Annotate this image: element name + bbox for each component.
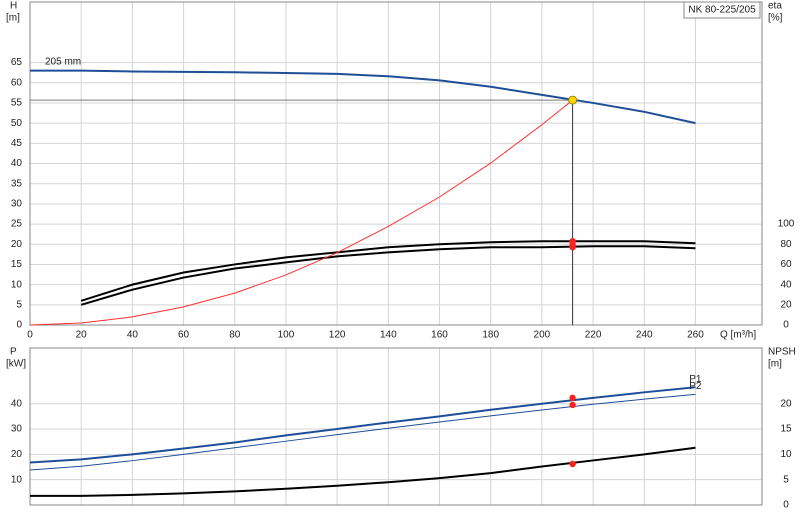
- series-label: 205 mm: [45, 56, 81, 67]
- y2-tick-label: 80: [780, 239, 792, 250]
- y2-tick-label: 15: [780, 424, 792, 435]
- x-tick-label: 240: [636, 330, 653, 341]
- y-tick-label: 35: [11, 178, 23, 189]
- y2-axis-unit: [m]: [768, 359, 782, 370]
- x-axis-label: Q [m³/h]: [720, 330, 756, 341]
- y-tick-label: 25: [11, 219, 23, 230]
- y-tick-label: 30: [11, 424, 23, 435]
- x-tick-label: 60: [178, 330, 190, 341]
- curve: [80, 245, 696, 306]
- x-tick-label: 80: [229, 330, 241, 341]
- curve: [80, 240, 696, 302]
- y-tick-label: 65: [11, 57, 23, 68]
- y-tick-label: 60: [11, 77, 23, 88]
- y-tick-label: 40: [11, 398, 23, 409]
- y2-axis-unit: [%]: [768, 13, 783, 24]
- chart-title: NK 80-225/205: [688, 5, 756, 16]
- y2-tick-label: 20: [780, 299, 792, 310]
- y2-axis-label: NPSH: [768, 347, 796, 358]
- y2-tick-label: 5: [783, 474, 789, 485]
- x-tick-label: 0: [27, 330, 33, 341]
- curve: [29, 386, 696, 464]
- y2-tick-label: 0: [783, 320, 789, 331]
- operating-point: [569, 394, 576, 402]
- x-tick-label: 40: [127, 330, 139, 341]
- y-tick-label: 55: [11, 98, 23, 109]
- y-tick-label: 10: [11, 474, 23, 485]
- y-tick-label: 50: [11, 118, 23, 129]
- operating-point: [569, 460, 576, 468]
- x-tick-label: 20: [76, 330, 88, 341]
- x-tick-label: 220: [585, 330, 602, 341]
- y-tick-label: 5: [16, 299, 22, 310]
- y-tick-label: 20: [11, 449, 23, 460]
- y-tick-label: 15: [11, 259, 23, 270]
- plot-frame: [29, 347, 763, 506]
- x-tick-label: 160: [431, 330, 448, 341]
- y2-tick-label: 20: [780, 398, 792, 409]
- curve: [29, 99, 573, 326]
- operating-point: [569, 401, 576, 409]
- y2-tick-label: 100: [778, 219, 795, 230]
- y2-tick-label: 40: [780, 279, 792, 290]
- y2-tick-label: 0: [783, 500, 789, 511]
- series-label: P2: [689, 381, 702, 392]
- y-tick-label: 20: [11, 239, 23, 250]
- series-label: P1: [689, 374, 702, 385]
- y2-tick-label: 60: [780, 259, 792, 270]
- curve: [29, 393, 696, 471]
- curve: [30, 69, 696, 125]
- x-tick-label: 140: [380, 330, 397, 341]
- y2-axis-label: eta: [768, 1, 782, 12]
- y-tick-label: 30: [11, 199, 23, 210]
- y-axis-unit: [kW]: [6, 359, 26, 370]
- operating-point: [569, 244, 576, 251]
- x-tick-label: 180: [482, 330, 499, 341]
- y-axis-label: P: [10, 347, 17, 358]
- y2-tick-label: 10: [780, 449, 792, 460]
- y-tick-label: 45: [11, 138, 23, 149]
- y-tick-label: 40: [11, 158, 23, 169]
- y-tick-label: 0: [16, 320, 22, 331]
- x-tick-label: 260: [687, 330, 704, 341]
- y-tick-label: 10: [11, 279, 23, 290]
- curve: [30, 446, 696, 497]
- plot-frame: [29, 1, 763, 326]
- y-axis-label: H: [10, 1, 17, 12]
- title-box: [683, 1, 761, 19]
- x-tick-label: 100: [278, 330, 295, 341]
- y-axis-unit: [m]: [6, 13, 20, 24]
- x-tick-label: 120: [329, 330, 346, 341]
- x-tick-label: 200: [534, 330, 551, 341]
- operating-point: [568, 95, 578, 105]
